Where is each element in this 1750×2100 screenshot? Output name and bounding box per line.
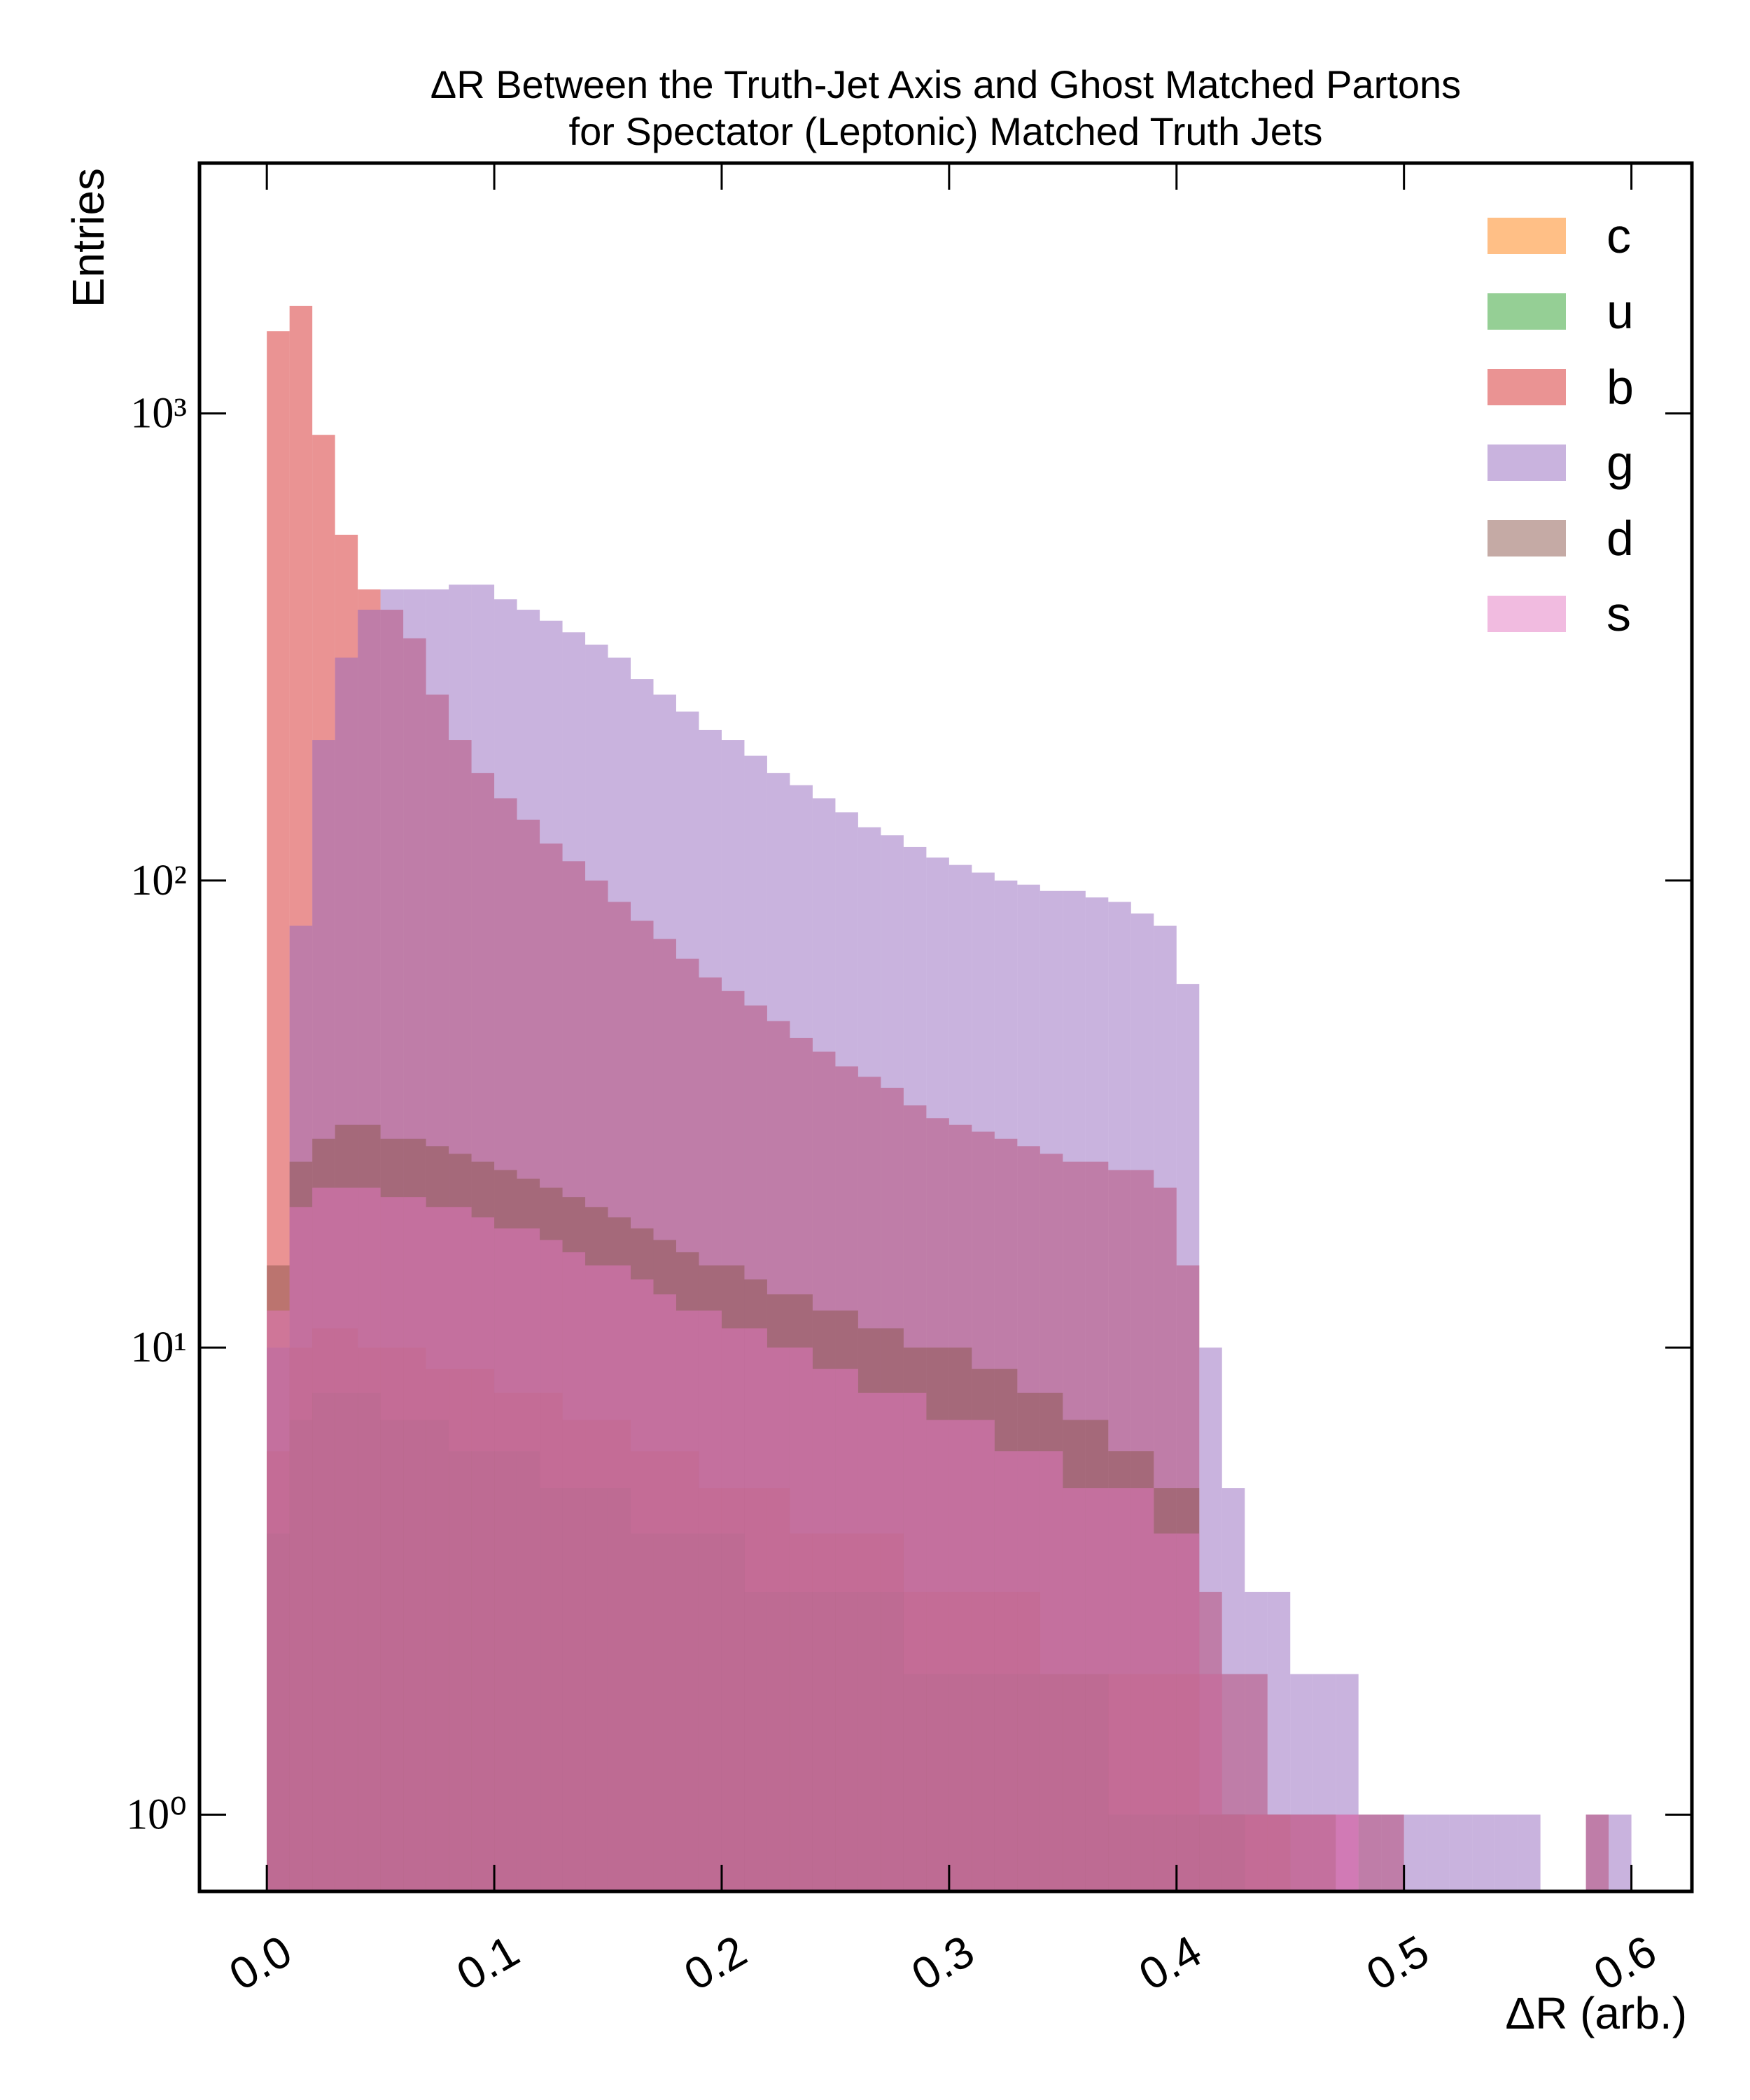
histogram-bar	[835, 1368, 858, 1891]
histogram-bar	[1518, 1814, 1541, 1891]
histogram-bar	[744, 1328, 767, 1891]
histogram-bar	[380, 1197, 404, 1891]
histogram-bar	[1381, 1814, 1404, 1891]
legend-swatch	[1488, 520, 1566, 556]
x-axis-label: ΔR (arb.)	[1505, 1988, 1687, 2038]
histogram-bar	[1199, 1674, 1222, 1891]
histogram-bar	[1312, 1814, 1336, 1891]
legend-label: c	[1606, 209, 1631, 263]
histogram-bar	[1176, 1533, 1200, 1891]
histogram-bar	[1290, 1814, 1313, 1891]
histogram-bar	[721, 1328, 745, 1891]
plot-frame	[197, 161, 1694, 1893]
legend-label: u	[1606, 284, 1634, 339]
legend-label: d	[1606, 511, 1634, 566]
x-tick-label: 0.5	[1358, 1926, 1437, 2001]
histogram-bar	[540, 1240, 563, 1891]
histogram-bar	[1336, 1814, 1359, 1891]
chart-title: for Spectator (Leptonic) Matched Truth J…	[569, 109, 1323, 153]
legend-swatch	[1488, 293, 1566, 330]
histogram-bar	[1108, 1488, 1131, 1891]
histogram-bar	[1063, 1488, 1086, 1891]
histogram-bar	[881, 1392, 904, 1891]
histogram-bar	[1245, 1814, 1268, 1891]
histogram-bar	[403, 1197, 426, 1891]
histogram-bar	[289, 1207, 313, 1891]
plot-area	[267, 305, 1632, 1891]
histogram-bar	[994, 1451, 1018, 1891]
histogram-bar	[335, 1187, 358, 1891]
x-tick-label: 0.4	[1130, 1926, 1210, 2001]
histogram-bar	[1472, 1814, 1495, 1891]
legend-swatch	[1488, 596, 1566, 632]
histogram-bar	[1222, 1814, 1245, 1891]
x-tick-label: 0.1	[448, 1926, 527, 2001]
histogram-bar	[1085, 1488, 1109, 1891]
histogram-bar	[1267, 1814, 1291, 1891]
chart-title: ΔR Between the Truth-Jet Axis and Ghost …	[430, 62, 1461, 106]
legend-swatch	[1488, 369, 1566, 405]
histogram-bar	[972, 1420, 995, 1891]
histogram-bar	[812, 1368, 836, 1891]
histogram-bar	[517, 1228, 540, 1891]
histogram-bar	[1494, 1814, 1518, 1891]
histogram-bar	[471, 1217, 495, 1891]
legend-swatch	[1488, 218, 1566, 254]
histogram-bar	[312, 1187, 335, 1891]
legend-label: b	[1606, 360, 1634, 414]
histogram-bar	[426, 1207, 449, 1891]
histogram-bar	[1586, 1814, 1609, 1891]
x-tick-label: 0.0	[221, 1926, 300, 2001]
histogram-bar	[358, 1187, 381, 1891]
histogram-bar	[449, 1207, 472, 1891]
histogram-bar	[948, 1420, 972, 1891]
y-tick-label: 10⁰	[126, 1791, 187, 1838]
histogram-bar	[699, 1310, 722, 1891]
histogram-bar	[1404, 1814, 1427, 1891]
histogram-bar	[1040, 1451, 1063, 1891]
y-tick-label: 10¹	[130, 1324, 187, 1371]
legend-label: s	[1606, 587, 1631, 641]
histogram-bar	[903, 1392, 927, 1891]
x-tick-label: 0.2	[676, 1926, 755, 2001]
x-tick-label: 0.3	[903, 1926, 982, 2001]
histogram-bar	[766, 1348, 790, 1891]
y-tick-label: 10²	[130, 857, 187, 904]
histogram-bar	[790, 1348, 813, 1891]
histogram-bar	[267, 1310, 290, 1891]
histogram-bar	[608, 1265, 631, 1891]
histogram-bar	[926, 1420, 949, 1891]
histogram-bar	[1130, 1488, 1154, 1891]
histogram-bar	[1154, 1533, 1177, 1891]
histogram-bar	[1609, 1814, 1632, 1891]
histogram-bar	[653, 1294, 676, 1891]
y-axis-label: Entries	[63, 168, 113, 307]
legend-label: g	[1606, 435, 1634, 490]
histogram-bar	[858, 1392, 881, 1891]
histogram-bar	[585, 1265, 608, 1891]
histogram-bar	[562, 1252, 586, 1891]
y-tick-label: 10³	[130, 390, 187, 438]
histogram-bar	[676, 1310, 699, 1891]
histogram-bar	[631, 1279, 654, 1891]
histogram-bar	[494, 1228, 517, 1891]
histogram-bar	[1017, 1451, 1040, 1891]
histogram-bar	[1427, 1814, 1450, 1891]
histogram-bar	[1358, 1814, 1382, 1891]
histogram-bar	[1449, 1814, 1473, 1891]
legend-swatch	[1488, 444, 1566, 481]
